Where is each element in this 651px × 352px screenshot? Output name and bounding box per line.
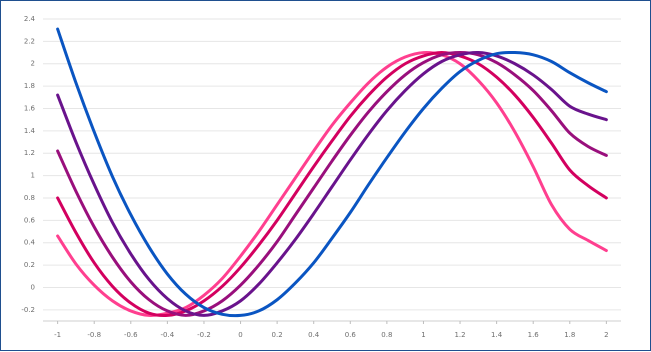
series-line-1 bbox=[56, 50, 608, 317]
y-tick-label: 1.2 bbox=[24, 149, 35, 157]
x-tick-label: 0.2 bbox=[272, 331, 283, 339]
axis-layer: -0.2 0 0.2 0.4 0.6 0.8 1 1.2 1.4 1.6 1.8 2 2.2 2.4 -1 -… bbox=[21, 15, 621, 339]
x-tick-label: -0.4 bbox=[161, 331, 175, 339]
y-tick-label: 2 bbox=[31, 60, 35, 68]
x-tick-label: 1.4 bbox=[491, 331, 503, 339]
series-layer bbox=[56, 27, 608, 318]
y-tick-label: 0.8 bbox=[24, 194, 35, 202]
x-tick-label: 1.8 bbox=[564, 331, 575, 339]
x-tick-label: 0 bbox=[238, 331, 242, 339]
x-tick-label: -0.8 bbox=[87, 331, 101, 339]
x-tick-label: -0.2 bbox=[197, 331, 211, 339]
y-tick-label: 1.4 bbox=[24, 127, 36, 135]
grid-layer bbox=[43, 18, 621, 311]
y-tick-label: 2.2 bbox=[24, 37, 35, 45]
y-tick-label: 0.6 bbox=[24, 216, 36, 224]
y-tick-label: 0.4 bbox=[24, 239, 36, 247]
x-tick-label: 1.2 bbox=[454, 331, 465, 339]
y-tick-label: 0.2 bbox=[24, 261, 35, 269]
x-tick-label: 1.6 bbox=[528, 331, 540, 339]
x-tick-label: 1 bbox=[421, 331, 425, 339]
y-tick-label: 0 bbox=[31, 283, 35, 291]
y-tick-label: 1 bbox=[31, 172, 35, 180]
x-tick-label: 0.6 bbox=[345, 331, 357, 339]
x-tick-label: 0.4 bbox=[308, 331, 320, 339]
x-tick-label: -1 bbox=[54, 331, 61, 339]
x-tick-label: 0.8 bbox=[381, 331, 392, 339]
x-tick-label: 2 bbox=[604, 331, 608, 339]
series-line-4 bbox=[56, 51, 608, 317]
series-line-2 bbox=[56, 51, 608, 318]
y-tick-label: -0.2 bbox=[21, 306, 35, 314]
x-tick-label: -0.6 bbox=[124, 331, 138, 339]
y-tick-label: 2.4 bbox=[24, 15, 36, 23]
series-line-3 bbox=[56, 51, 608, 317]
series-line-5 bbox=[56, 27, 608, 318]
y-tick-label: 1.6 bbox=[24, 104, 36, 112]
y-tick-label: 1.8 bbox=[24, 82, 35, 90]
